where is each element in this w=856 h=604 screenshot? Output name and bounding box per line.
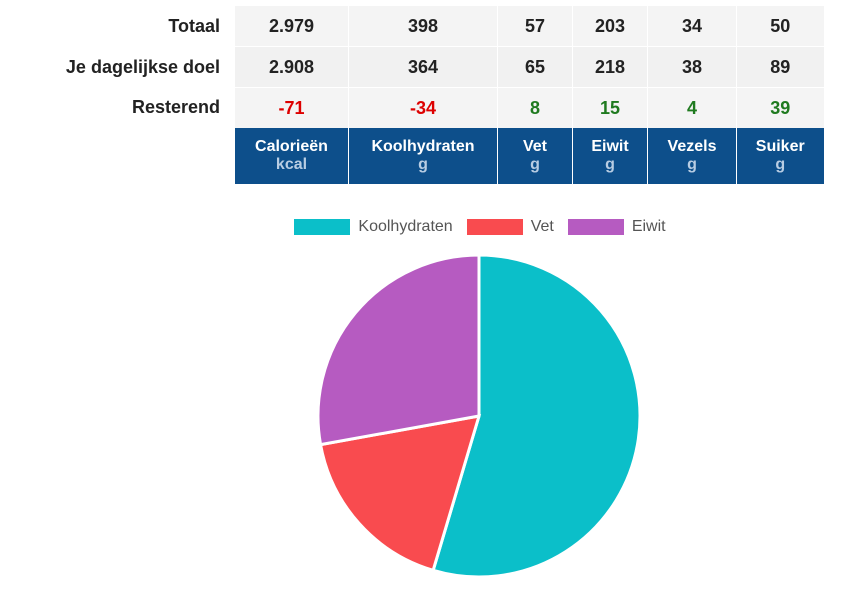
chart-legend: Koolhydraten Vet Eiwit — [0, 218, 856, 236]
column-header-protein: Eiwit g — [572, 128, 648, 184]
cell-totaal-protein: 203 — [572, 6, 648, 47]
column-header-name: Vet — [522, 138, 547, 155]
table-header-row: Calorieën kcal Koolhydraten g Vet g Eiwi… — [0, 128, 824, 184]
header-blank — [0, 128, 235, 184]
column-header-unit: kcal — [275, 156, 308, 173]
row-label-daily-goal: Je dagelijkse doel — [0, 46, 235, 88]
legend-swatch — [567, 219, 624, 235]
legend-swatch — [294, 219, 351, 235]
cell-goal-protein: 218 — [572, 46, 648, 88]
nutrition-summary-table: Totaal 2.979 398 57 203 34 50 Je dagelij… — [0, 6, 824, 184]
column-header-name: Koolhydraten — [371, 138, 475, 155]
legend-swatch — [466, 219, 523, 235]
column-header-sugar: Suiker g — [736, 128, 824, 184]
cell-totaal-fat: 57 — [497, 6, 573, 47]
column-header-unit: g — [530, 156, 540, 173]
cell-totaal-fiber: 34 — [647, 6, 737, 47]
column-header-unit: g — [418, 156, 428, 173]
cell-remaining-protein: 15 — [572, 87, 648, 128]
legend-item-koolhydraten[interactable]: Koolhydraten — [294, 218, 453, 236]
cell-remaining-calories: -71 — [234, 87, 349, 128]
column-header-name: Suiker — [755, 138, 805, 155]
column-header-name: Eiwit — [591, 138, 629, 155]
table-row-daily-goal: Je dagelijkse doel 2.908 364 65 218 38 8… — [0, 46, 824, 88]
pie-slice-vet[interactable] — [318, 414, 482, 573]
column-header-calories: Calorieën kcal — [234, 128, 349, 184]
column-header-fiber: Vezels g — [647, 128, 737, 184]
cell-remaining-fat: 8 — [497, 87, 573, 128]
column-header-unit: g — [605, 156, 615, 173]
row-label-totaal: Totaal — [0, 6, 235, 47]
cell-goal-fiber: 38 — [647, 46, 737, 88]
cell-goal-calories: 2.908 — [234, 46, 349, 88]
cell-totaal-calories: 2.979 — [234, 6, 349, 47]
column-header-name: Calorieën — [255, 138, 328, 155]
table-row-totaal: Totaal 2.979 398 57 203 34 50 — [0, 6, 824, 47]
cell-goal-sugar: 89 — [736, 46, 824, 88]
pie-slice-eiwit[interactable] — [316, 253, 481, 447]
legend-label: Vet — [530, 218, 554, 235]
legend-item-vet[interactable]: Vet — [466, 218, 554, 236]
cell-totaal-sugar: 50 — [736, 6, 824, 47]
legend-label: Koolhydraten — [358, 218, 453, 235]
cell-goal-carbs: 364 — [348, 46, 498, 88]
cell-remaining-carbs: -34 — [348, 87, 498, 128]
legend-label: Eiwit — [631, 218, 666, 235]
pie-slice-koolhydraten[interactable] — [431, 253, 642, 579]
column-header-unit: g — [775, 156, 786, 173]
table-row-remaining: Resterend -71 -34 8 15 4 39 — [0, 87, 824, 128]
column-header-unit: g — [687, 156, 697, 173]
row-label-remaining: Resterend — [0, 87, 235, 128]
column-header-name: Vezels — [667, 138, 717, 155]
cell-goal-fat: 65 — [497, 46, 573, 88]
column-header-fat: Vet g — [497, 128, 573, 184]
legend-item-eiwit[interactable]: Eiwit — [567, 218, 666, 236]
cell-remaining-sugar: 39 — [736, 87, 824, 128]
cell-totaal-carbs: 398 — [348, 6, 498, 47]
column-header-carbs: Koolhydraten g — [348, 128, 498, 184]
cell-remaining-fiber: 4 — [647, 87, 737, 128]
